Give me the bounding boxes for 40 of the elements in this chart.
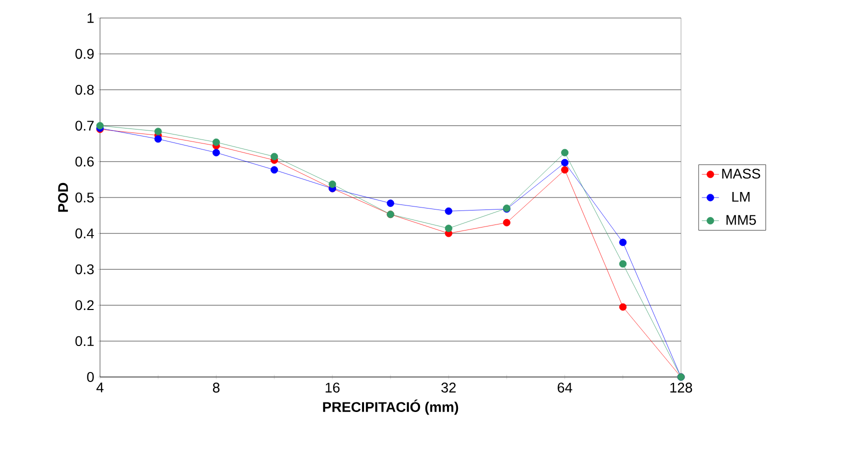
point — [619, 238, 627, 246]
x-tick-label: 64 — [558, 382, 572, 393]
y-tick-label: 0 — [87, 372, 94, 382]
point — [154, 128, 162, 136]
x-tick-label: 16 — [326, 382, 340, 393]
y-tick-label: 0.2 — [75, 300, 94, 310]
point — [212, 148, 220, 156]
point — [328, 180, 336, 188]
point — [212, 138, 220, 146]
point — [96, 122, 104, 130]
x-tick-label: 32 — [441, 382, 456, 393]
point — [270, 166, 278, 174]
y-tick-label: 0.8 — [75, 84, 94, 95]
point — [154, 135, 162, 143]
x-tick-label: 128 — [670, 382, 692, 393]
point — [270, 152, 278, 160]
point — [444, 224, 452, 232]
point — [619, 303, 627, 311]
legend-label: MASS — [722, 168, 760, 179]
point — [561, 166, 569, 174]
y-tick-label: 0.6 — [75, 156, 94, 167]
point — [561, 148, 569, 156]
y-tick-label: 0.5 — [75, 192, 94, 202]
legend-label: LM — [732, 192, 750, 202]
y-tick-label: 0.3 — [75, 264, 94, 274]
x-tick-label: 4 — [96, 382, 104, 392]
y-tick-label: 1 — [88, 13, 94, 23]
y-tick-label: 0.9 — [75, 48, 94, 59]
point — [386, 200, 394, 207]
point — [561, 158, 569, 166]
point — [619, 260, 627, 268]
y-tick-label: 0.1 — [75, 336, 94, 346]
y-tick-label: 0.7 — [75, 120, 94, 131]
legend-label: MM5 — [726, 215, 756, 225]
x-tick-label: 8 — [212, 382, 220, 393]
y-tick-label: 0.4 — [75, 228, 94, 238]
x-axis-title: PRECIPITACIÓ (mm) — [323, 399, 458, 415]
y-axis-title: POD — [58, 182, 68, 212]
point — [503, 218, 510, 226]
point — [444, 207, 452, 215]
